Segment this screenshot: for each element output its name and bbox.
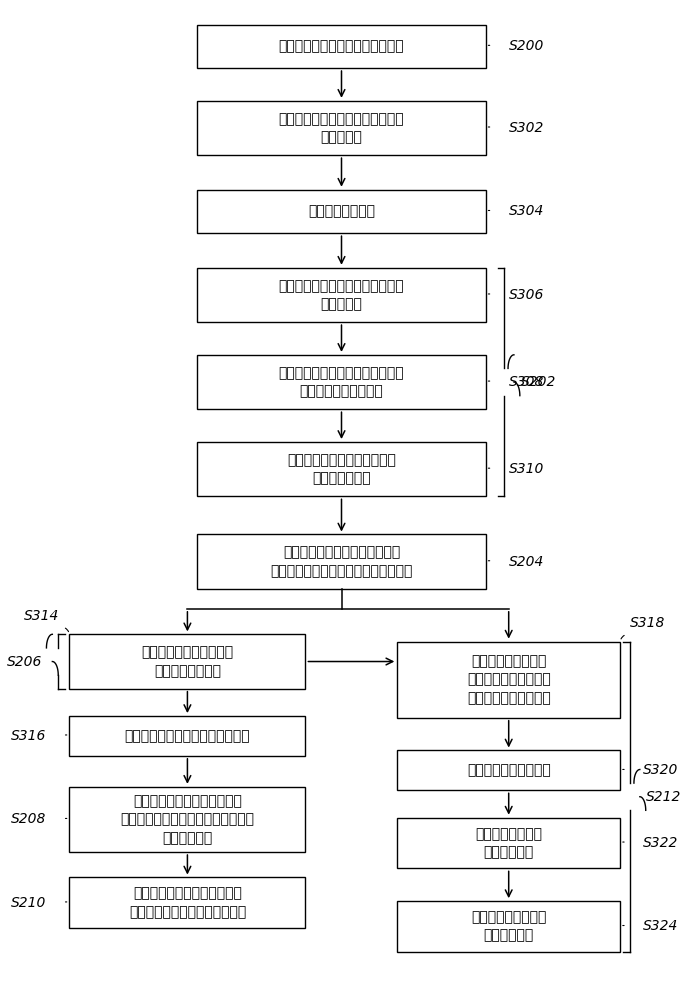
Text: S206: S206 [6, 655, 42, 669]
FancyBboxPatch shape [70, 634, 305, 689]
FancyBboxPatch shape [70, 877, 305, 928]
Text: S318: S318 [630, 616, 665, 630]
Text: S320: S320 [643, 763, 678, 777]
FancyBboxPatch shape [398, 642, 620, 718]
FancyBboxPatch shape [70, 787, 305, 852]
Text: S308: S308 [509, 375, 544, 389]
Text: 同时将第一子帧、第二子帧以及
第三子帧的灰阶值转换为对应的穿透度: 同时将第一子帧、第二子帧以及 第三子帧的灰阶值转换为对应的穿透度 [270, 546, 413, 578]
Text: 计算各光源在第三子帧的开启时间: 计算各光源在第三子帧的开启时间 [124, 729, 250, 743]
FancyBboxPatch shape [197, 534, 486, 589]
Text: 在第三子帧的显示期间内开启
第一光源、第二光源及第三光源: 在第三子帧的显示期间内开启 第一光源、第二光源及第三光源 [129, 887, 246, 919]
Text: 计算第一开启时间比例与
第二开启时间比例: 计算第一开启时间比例与 第二开启时间比例 [141, 645, 234, 678]
Text: 计算经补偿后的穿透度: 计算经补偿后的穿透度 [466, 763, 550, 777]
FancyBboxPatch shape [70, 716, 305, 756]
Text: 计算第一方程式、第二方程式以及
第三方程式: 计算第一方程式、第二方程式以及 第三方程式 [279, 279, 404, 311]
Text: S304: S304 [509, 204, 544, 218]
FancyBboxPatch shape [398, 901, 620, 952]
FancyBboxPatch shape [197, 25, 486, 68]
Text: 判断第一方程式、第二方程式以及
第三方程式中的最小值: 判断第一方程式、第二方程式以及 第三方程式中的最小值 [279, 366, 404, 398]
FancyBboxPatch shape [398, 750, 620, 790]
FancyBboxPatch shape [197, 268, 486, 322]
Text: 将补偿后的穿透度
转换为灰阶值: 将补偿后的穿透度 转换为灰阶值 [475, 827, 542, 859]
Text: S202: S202 [520, 375, 556, 389]
FancyBboxPatch shape [197, 101, 486, 155]
Text: S316: S316 [11, 729, 46, 743]
Text: 提供显示灰阶数据至
液晶显示面板: 提供显示灰阶数据至 液晶显示面板 [471, 910, 546, 943]
Text: S306: S306 [509, 288, 544, 302]
Text: 判断原始灰阶数据的最大灰阶值与
最小灰阶值: 判断原始灰阶数据的最大灰阶值与 最小灰阶值 [279, 112, 404, 144]
Text: S208: S208 [11, 812, 46, 826]
Text: S322: S322 [643, 836, 678, 850]
Text: 接收输入图像数据的原始灰阶数据: 接收输入图像数据的原始灰阶数据 [279, 39, 404, 53]
Text: 在第一子帧的显示期间内开启
第一光源，在第二子帧的显示期间内
开启第二光源: 在第一子帧的显示期间内开启 第一光源，在第二子帧的显示期间内 开启第二光源 [120, 794, 254, 845]
Text: 决定第一子帧、第二子帧以及
第三子帧的颜色: 决定第一子帧、第二子帧以及 第三子帧的颜色 [287, 453, 396, 485]
Text: 计算第一光源与第二
光源在第三子帧的显示
期间中所占的亮度贡献: 计算第一光源与第二 光源在第三子帧的显示 期间中所占的亮度贡献 [466, 654, 550, 705]
Text: S324: S324 [643, 919, 678, 933]
Text: 设定色彩权重系数: 设定色彩权重系数 [308, 204, 375, 218]
Text: S314: S314 [24, 608, 59, 622]
Text: S210: S210 [11, 896, 46, 910]
Text: S212: S212 [646, 790, 682, 804]
Text: S310: S310 [509, 462, 544, 476]
FancyBboxPatch shape [398, 818, 620, 868]
Text: S204: S204 [509, 555, 544, 569]
FancyBboxPatch shape [197, 190, 486, 233]
Text: S302: S302 [509, 121, 544, 135]
Text: S200: S200 [509, 39, 544, 53]
FancyBboxPatch shape [197, 355, 486, 409]
FancyBboxPatch shape [197, 442, 486, 496]
